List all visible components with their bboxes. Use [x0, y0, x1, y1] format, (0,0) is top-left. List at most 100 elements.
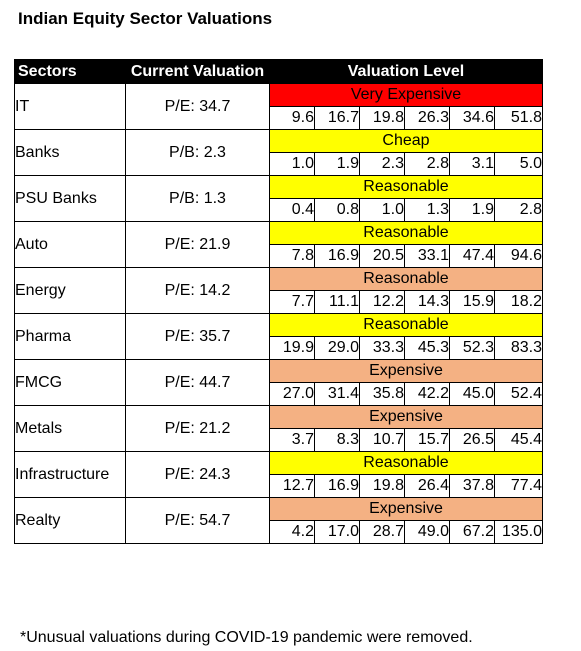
range-value: 26.3 [404, 106, 450, 130]
range-value: 16.7 [314, 106, 360, 130]
range-value: 1.0 [269, 152, 315, 176]
current-valuation: P/B: 1.3 [125, 175, 270, 222]
range-value: 1.0 [359, 198, 405, 222]
range-value: 16.9 [314, 244, 360, 268]
range-value: 51.8 [494, 106, 543, 130]
table-row: Banks P/B: 2.3 Cheap [14, 129, 543, 176]
header-current-valuation: Current Valuation [125, 59, 270, 84]
range-value: 2.3 [359, 152, 405, 176]
range-value: 27.0 [269, 382, 315, 406]
valuation-level-badge: Very Expensive [269, 83, 543, 107]
range-value: 1.3 [404, 198, 450, 222]
range-value: 83.3 [494, 336, 543, 360]
range-value: 12.2 [359, 290, 405, 314]
range-value: 9.6 [269, 106, 315, 130]
range-value: 20.5 [359, 244, 405, 268]
range-value: 3.1 [449, 152, 495, 176]
sector-name: FMCG [14, 359, 126, 406]
range-value: 2.8 [404, 152, 450, 176]
range-value: 0.8 [314, 198, 360, 222]
table-row: PSU Banks P/B: 1.3 Reasonable [14, 175, 543, 222]
range-value: 35.8 [359, 382, 405, 406]
valuation-range-row: 1.0 1.9 2.3 2.8 3.1 5.0 [15, 152, 543, 176]
range-value: 7.8 [269, 244, 315, 268]
current-valuation: P/E: 21.2 [125, 405, 270, 452]
range-value: 33.3 [359, 336, 405, 360]
sector-name: Infrastructure [14, 451, 126, 498]
range-value: 26.4 [404, 474, 450, 498]
valuation-level-badge: Cheap [269, 129, 543, 153]
range-value: 5.0 [494, 152, 543, 176]
range-value: 94.6 [494, 244, 543, 268]
valuation-range-row: 7.7 11.1 12.2 14.3 15.9 18.2 [15, 290, 543, 314]
range-value: 4.2 [269, 520, 315, 544]
range-value: 2.8 [494, 198, 543, 222]
range-value: 15.7 [404, 428, 450, 452]
table-row: Realty P/E: 54.7 Expensive [14, 497, 543, 544]
table-row: Energy P/E: 14.2 Reasonable [14, 267, 543, 314]
range-value: 19.9 [269, 336, 315, 360]
range-value: 0.4 [269, 198, 315, 222]
valuation-level-badge: Reasonable [269, 267, 543, 291]
range-value: 45.4 [494, 428, 543, 452]
sector-name: Realty [14, 497, 126, 544]
range-value: 34.6 [449, 106, 495, 130]
header-valuation-level: Valuation Level [269, 59, 543, 84]
valuation-range-row: 12.7 16.9 19.8 26.4 37.8 77.4 [15, 474, 543, 498]
range-value: 14.3 [404, 290, 450, 314]
valuation-level-badge: Reasonable [269, 313, 543, 337]
range-value: 47.4 [449, 244, 495, 268]
valuation-level-badge: Reasonable [269, 221, 543, 245]
range-value: 16.9 [314, 474, 360, 498]
valuation-level-badge: Expensive [269, 359, 543, 383]
range-value: 45.0 [449, 382, 495, 406]
current-valuation: P/B: 2.3 [125, 129, 270, 176]
table-row: Metals P/E: 21.2 Expensive [14, 405, 543, 452]
range-value: 52.3 [449, 336, 495, 360]
current-valuation: P/E: 24.3 [125, 451, 270, 498]
valuation-range-row: 0.4 0.8 1.0 1.3 1.9 2.8 [15, 198, 543, 222]
range-value: 7.7 [269, 290, 315, 314]
valuation-range-row: 4.2 17.0 28.7 49.0 67.2 135.0 [15, 520, 543, 544]
range-value: 10.7 [359, 428, 405, 452]
range-value: 135.0 [494, 520, 543, 544]
range-value: 49.0 [404, 520, 450, 544]
table-title: Indian Equity Sector Valuations [18, 9, 273, 28]
range-value: 18.2 [494, 290, 543, 314]
sector-name: IT [14, 83, 126, 130]
valuation-level-badge: Expensive [269, 497, 543, 521]
valuation-level-badge: Reasonable [269, 451, 543, 475]
header-sectors: Sectors [14, 59, 126, 84]
table-row: FMCG P/E: 44.7 Expensive [14, 359, 543, 406]
range-value: 1.9 [314, 152, 360, 176]
valuation-level-badge: Expensive [269, 405, 543, 429]
table-row: IT P/E: 34.7 Very Expensive [14, 83, 543, 130]
sector-name: PSU Banks [14, 175, 126, 222]
range-value: 42.2 [404, 382, 450, 406]
range-value: 8.3 [314, 428, 360, 452]
valuation-range-row: 27.0 31.4 35.8 42.2 45.0 52.4 [15, 382, 543, 406]
range-value: 17.0 [314, 520, 360, 544]
range-value: 3.7 [269, 428, 315, 452]
current-valuation: P/E: 54.7 [125, 497, 270, 544]
table-body: IT P/E: 34.7 Very Expensive 9.6 16.7 19.8 26.3… [14, 83, 543, 544]
range-value: 33.1 [404, 244, 450, 268]
sector-name: Metals [14, 405, 126, 452]
current-valuation: P/E: 34.7 [125, 83, 270, 130]
current-valuation: P/E: 21.9 [125, 221, 270, 268]
range-value: 26.5 [449, 428, 495, 452]
range-value: 28.7 [359, 520, 405, 544]
table-row: Infrastructure P/E: 24.3 Reasonable [14, 451, 543, 498]
footnote: *Unusual valuations during COVID-19 pand… [20, 629, 473, 646]
valuation-range-row: 7.8 16.9 20.5 33.1 47.4 94.6 [15, 244, 543, 268]
valuation-range-row: 3.7 8.3 10.7 15.7 26.5 45.4 [15, 428, 543, 452]
range-value: 11.1 [314, 290, 360, 314]
range-value: 19.8 [359, 474, 405, 498]
current-valuation: P/E: 35.7 [125, 313, 270, 360]
table-row: Auto P/E: 21.9 Reasonable [14, 221, 543, 268]
range-value: 19.8 [359, 106, 405, 130]
range-value: 29.0 [314, 336, 360, 360]
range-value: 15.9 [449, 290, 495, 314]
sector-name: Energy [14, 267, 126, 314]
range-value: 52.4 [494, 382, 543, 406]
